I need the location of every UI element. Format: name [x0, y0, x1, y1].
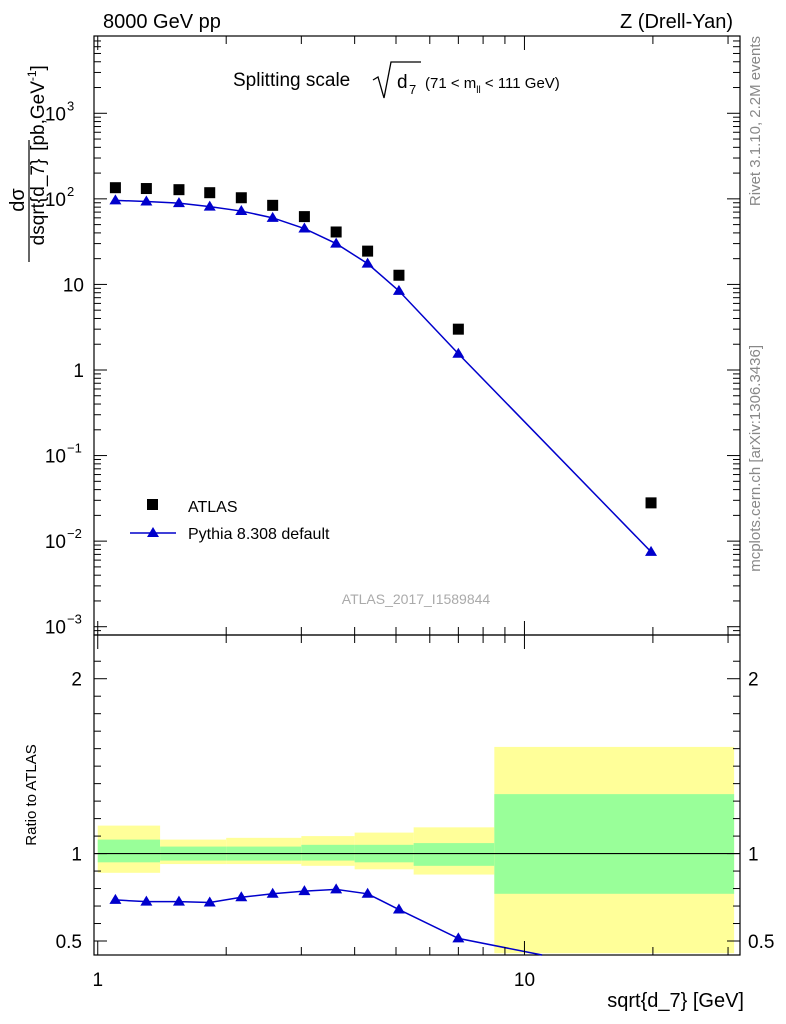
ratio-mc-point [140, 895, 153, 906]
ratio-y-tick-label-right: 0.5 [748, 932, 774, 953]
ratio-mc-point [235, 891, 248, 902]
y-tick-label: 10 [45, 532, 66, 553]
y-tick-exponent: −3 [67, 612, 82, 627]
ratio-y-tick-label-right: 1 [748, 845, 759, 866]
mc-point [298, 222, 311, 233]
y-axis-label-ratio: Ratio to ATLAS [23, 744, 40, 845]
ratio-y-tick-label: 0.5 [56, 932, 82, 953]
y-tick-label: 1 [73, 361, 84, 382]
y-tick-exponent: −2 [67, 526, 82, 541]
ratio-mc-point [452, 932, 465, 943]
mc-point [330, 237, 343, 248]
ratio-mc-point [361, 887, 374, 898]
legend: ATLAS Pythia 8.308 default [130, 499, 330, 543]
ratio-mc-line [115, 888, 543, 956]
ratio-band-stat-3 [301, 844, 355, 861]
mc-point [361, 257, 374, 268]
atlas-data-point [140, 183, 152, 195]
ratio-mc-point [298, 885, 311, 896]
ratio-mc-point [330, 883, 343, 894]
main-panel-content [109, 182, 658, 556]
legend-atlas-label: ATLAS [188, 499, 238, 516]
x-axis-label: sqrt{d_7} [GeV] [607, 990, 744, 1012]
y-tick-label: 10 [45, 104, 66, 125]
legend-pythia-marker [147, 527, 159, 537]
mc-point [452, 347, 465, 358]
mc-point [235, 205, 248, 216]
y-tick-label: 10 [45, 447, 66, 468]
side-text-rivet: Rivet 3.1.10, 2.2M events [747, 36, 764, 206]
plot-title-main: Splitting scale [233, 70, 350, 91]
ratio-mc-point [392, 903, 405, 914]
y-tick-exponent: −1 [67, 441, 82, 456]
atlas-data-point [267, 199, 279, 211]
plot-title: Splitting scale [233, 70, 350, 91]
mc-point [203, 200, 216, 211]
y-tick-label: 10 [45, 190, 66, 211]
atlas-data-point [235, 192, 247, 204]
ratio-y-tick-label-right: 2 [748, 670, 759, 691]
header-left: 8000 GeV pp [103, 11, 221, 33]
x-tick-label: 1 [92, 970, 103, 991]
x-tick-label: 10 [514, 970, 535, 991]
y-tick-label: 10 [63, 275, 84, 296]
y-label-units: [pb,GeV-1] [25, 65, 49, 151]
atlas-data-point [204, 187, 216, 199]
ratio-band-stat-6 [494, 794, 735, 894]
ratio-panel-frame [93, 634, 741, 956]
atlas-data-point [330, 226, 342, 238]
main-panel-frame [93, 35, 741, 636]
analysis-watermark: ATLAS_2017_I1589844 [342, 591, 491, 607]
svg-text:d: d [397, 72, 408, 93]
mc-point [645, 545, 658, 556]
atlas-data-point [452, 323, 464, 335]
ratio-panel-content [94, 746, 740, 956]
atlas-data-point [109, 182, 121, 194]
y-label-numerator: dσ [7, 188, 29, 212]
y-tick-exponent: 2 [67, 184, 74, 199]
legend-pythia-label: Pythia 8.308 default [188, 526, 330, 543]
legend-atlas-marker [147, 499, 158, 510]
y-tick-exponent: 3 [67, 98, 74, 113]
ratio-y-tick-label: 2 [71, 670, 82, 691]
mc-point [172, 197, 185, 208]
mc-point [392, 284, 405, 295]
mc-point [140, 195, 153, 206]
atlas-data-point [393, 269, 405, 281]
sqrt-d7-symbol: d 7 [372, 61, 421, 99]
svg-text:7: 7 [409, 82, 416, 97]
y-tick-label: 10 [45, 618, 66, 639]
y-label-denominator: dsqrt{d_7} [28, 159, 49, 246]
ratio-band-stat-0 [97, 839, 161, 863]
ratio-y-tick-label: 1 [71, 845, 82, 866]
atlas-data-point [173, 184, 185, 196]
ratio-mc-point [266, 887, 279, 898]
side-text-mcplots: mcplots.cern.ch [arXiv:1306.3436] [747, 345, 764, 572]
mc-line [115, 199, 652, 553]
mc-point [266, 211, 279, 222]
ratio-mc-point [109, 893, 122, 904]
mc-point [109, 194, 122, 205]
atlas-data-point [362, 245, 374, 257]
atlas-data-point [298, 211, 310, 223]
y-axis-label-main: dσ dsqrt{d_7} [pb,GeV-1] [7, 65, 49, 262]
ratio-band-stat-5 [413, 843, 495, 866]
atlas-data-point [645, 497, 657, 509]
plot-title-range: (71 < mll < 111 GeV) [425, 75, 560, 96]
ratio-mc-point [203, 896, 216, 907]
ratio-mc-point [172, 895, 185, 906]
header-right: Z (Drell-Yan) [620, 11, 733, 33]
